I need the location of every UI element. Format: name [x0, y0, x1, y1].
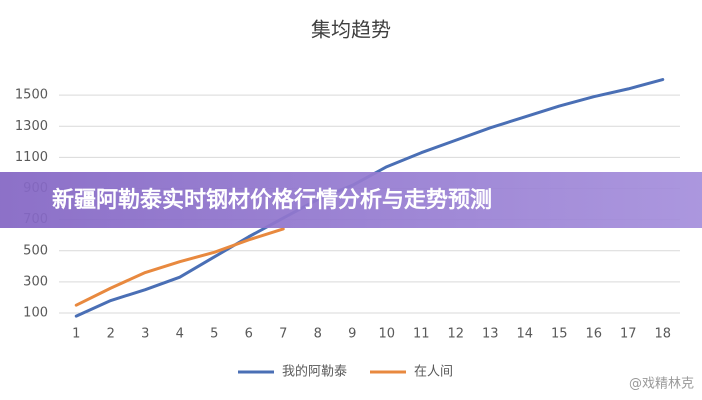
- x-tick-label: 15: [551, 327, 568, 342]
- x-tick-label: 18: [654, 327, 671, 342]
- x-tick-label: 9: [348, 327, 356, 342]
- x-tick-label: 14: [516, 327, 533, 342]
- legend-label: 在人间: [414, 365, 453, 380]
- x-tick-label: 12: [447, 327, 464, 342]
- banner-band: [0, 172, 702, 228]
- y-tick-label: 1500: [15, 88, 48, 103]
- x-tick-label: 1: [72, 327, 80, 342]
- x-tick-label: 16: [585, 327, 602, 342]
- x-tick-label: 11: [413, 327, 430, 342]
- y-tick-label: 100: [23, 306, 48, 321]
- x-tick-label: 7: [279, 327, 287, 342]
- x-tick-label: 13: [482, 327, 499, 342]
- x-tick-label: 8: [314, 327, 322, 342]
- banner-text: 新疆阿勒泰实时钢材价格行情分析与走势预测: [52, 187, 492, 213]
- chart-title: 集均趋势: [311, 19, 391, 42]
- series-line: [74, 227, 285, 307]
- x-tick-label: 4: [176, 327, 184, 342]
- x-tick-label: 10: [378, 327, 395, 342]
- x-tick-label: 17: [620, 327, 637, 342]
- watermark: @戏精林克: [629, 377, 694, 392]
- x-tick-label: 3: [141, 327, 149, 342]
- x-tick-label: 2: [107, 327, 115, 342]
- x-tick-label: 6: [245, 327, 253, 342]
- x-tick-label: 5: [210, 327, 218, 342]
- y-tick-label: 1300: [15, 119, 48, 134]
- y-tick-label: 1100: [15, 150, 48, 165]
- y-tick-label: 500: [23, 243, 48, 258]
- legend-label: 我的阿勒泰: [282, 364, 347, 380]
- y-tick-label: 300: [23, 274, 48, 289]
